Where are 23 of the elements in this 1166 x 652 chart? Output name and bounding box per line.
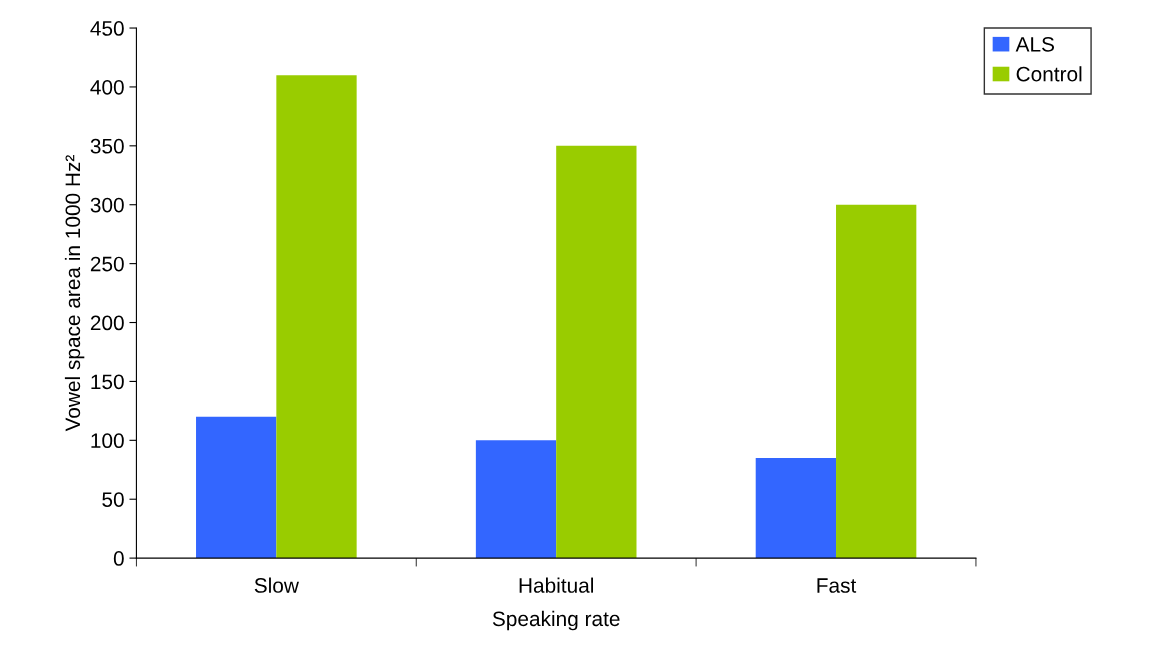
y-tick-label: 350 xyxy=(90,138,124,154)
y-tick-label: 200 xyxy=(90,315,124,331)
x-axis-title: Speaking rate xyxy=(492,610,620,631)
bar xyxy=(196,416,277,559)
legend-label: ALS xyxy=(1015,36,1055,52)
y-tick-label: 150 xyxy=(91,374,124,390)
x-tick-label: Habitual xyxy=(519,577,594,593)
bar xyxy=(276,75,357,559)
bar xyxy=(475,440,557,559)
bar xyxy=(755,457,837,559)
y-tick-label: 100 xyxy=(91,433,124,449)
y-tick-label: 250 xyxy=(90,256,124,272)
legend-label: Control xyxy=(1016,66,1082,82)
y-tick-label: 300 xyxy=(90,197,124,213)
y-tick-label: 0 xyxy=(113,551,124,566)
bar xyxy=(556,145,637,559)
y-tick-label: 400 xyxy=(90,79,124,95)
y-tick-label: 450 xyxy=(90,21,124,36)
x-tick-label: Slow xyxy=(254,577,299,593)
x-tick-label: Fast xyxy=(817,578,857,593)
y-axis-title: Vowel space area in 1000 Hz² xyxy=(64,155,85,432)
y-tick-label: 50 xyxy=(102,492,124,507)
bar xyxy=(836,204,917,559)
